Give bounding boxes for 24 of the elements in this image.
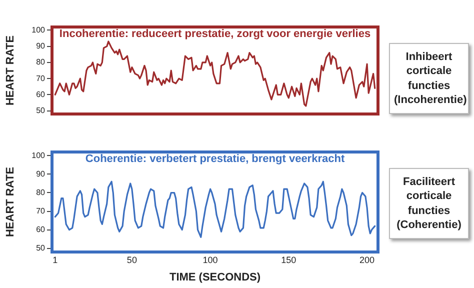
x-axis-title: TIME (SECONDS) [169, 271, 261, 284]
y-tick-label: 90 [36, 42, 46, 51]
y-tick-label: 50 [36, 244, 46, 252]
x-tick-label: 200 [360, 254, 375, 265]
y-tick-label: 50 [36, 106, 46, 115]
text: Faciliteert corticale functies (Coherentie) [396, 175, 462, 232]
chart-title: Incoherentie: reduceert prestatie, zorgt voor energie verlies [59, 28, 371, 40]
text: Inhibeert corticale functies (Incoherentie) [394, 50, 467, 108]
y-axis-title: HEART RATE [4, 166, 17, 238]
y-tick-label: 60 [36, 90, 46, 99]
x-tick-label: 50 [126, 254, 137, 265]
y-tick-label: 100 [32, 25, 46, 34]
y-tick-label: 100 [32, 150, 46, 160]
y-tick-label: 80 [36, 58, 46, 67]
y-tick-label: 70 [36, 206, 46, 216]
y-tick-label: 70 [36, 74, 46, 83]
chart-title: Coherentie: verbetert prestatie, brengt veerkracht [85, 153, 345, 166]
y-tick-label: 80 [36, 188, 46, 197]
x-tick-label: 100 [202, 254, 218, 265]
y-axis-title: HEART RATE [4, 35, 17, 106]
y-tick-label: 60 [36, 224, 46, 234]
x-tick-label: 1 [52, 254, 58, 265]
y-tick-label: 90 [36, 169, 46, 178]
x-tick-label: 150 [281, 254, 296, 265]
